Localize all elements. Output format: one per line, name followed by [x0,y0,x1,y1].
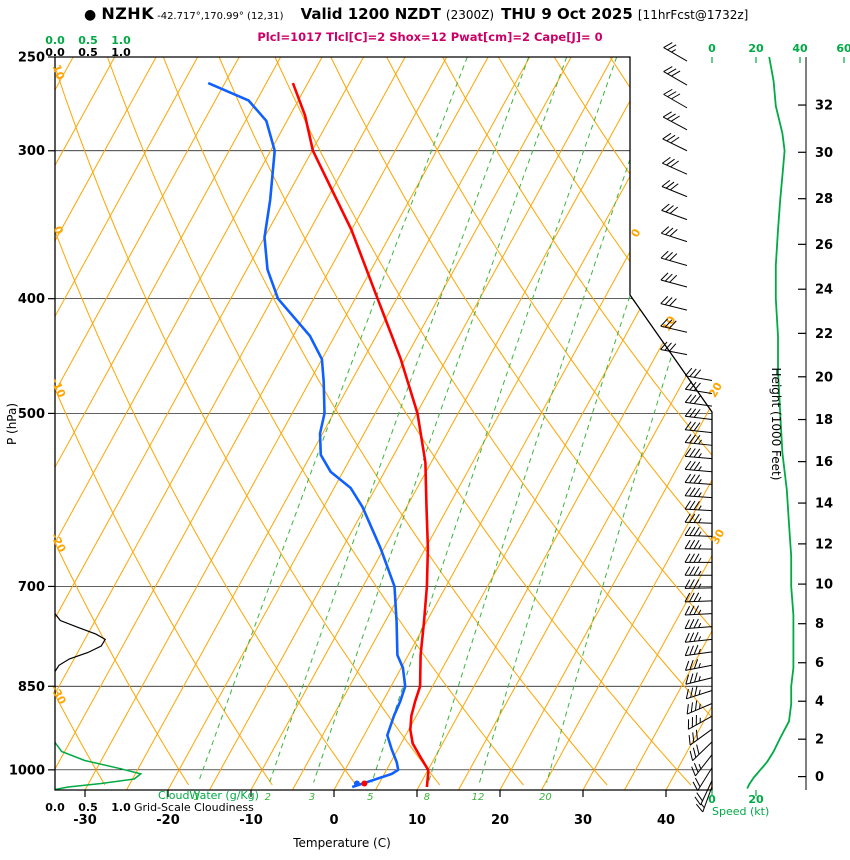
station-bullet-icon: ● [84,7,97,23]
svg-text:20: 20 [748,42,764,55]
lcl-temp-marker [361,780,368,787]
svg-text:18: 18 [815,413,833,428]
svg-text:1.0: 1.0 [111,801,131,814]
svg-text:1000: 1000 [9,763,45,778]
svg-text:Grid-Scale Cloudiness: Grid-Scale Cloudiness [134,801,254,814]
svg-text:0.5: 0.5 [78,801,98,814]
svg-text:16: 16 [815,455,833,470]
svg-text:12: 12 [815,537,833,552]
svg-text:P (hPa): P (hPa) [5,403,19,445]
svg-text:0.0: 0.0 [45,801,65,814]
svg-text:14: 14 [815,497,833,512]
temperature-curve [291,82,430,788]
svg-text:Speed (kt): Speed (kt) [712,805,769,818]
svg-text:-10: -10 [239,813,263,828]
dewpoint-curve [207,81,407,789]
station-coords: -42.717°,170.99° (12,31) [157,11,284,22]
svg-text:32: 32 [815,99,833,114]
svg-text:4: 4 [815,695,824,710]
sounding-curves [207,81,430,789]
valid-zulu: (2300Z) [445,8,495,22]
svg-text:-20: -20 [156,813,180,828]
svg-text:0.5: 0.5 [78,34,98,47]
svg-text:26: 26 [815,238,833,253]
valid-date: THU 9 Oct 2025 [501,5,633,23]
svg-text:60: 60 [836,42,850,55]
svg-text:850: 850 [18,680,45,695]
svg-text:-20: -20 [48,531,69,555]
cloudiness-profile [55,613,107,672]
svg-text:2: 2 [265,792,271,803]
speed-curve [746,56,795,789]
svg-text:0.0: 0.0 [45,34,65,47]
pressure-axis: 250 300 400 500 700 850 1000 P (hPa) [5,51,55,778]
svg-text:28: 28 [815,192,833,207]
svg-text:500: 500 [18,407,45,422]
temperature-axis: -30 -20 -10 0 10 20 30 40 Temperature (C) [73,790,675,850]
station-id: NZHK [101,4,155,23]
svg-text:2: 2 [815,733,824,748]
svg-text:20: 20 [706,380,725,400]
svg-text:0: 0 [708,793,716,806]
svg-text:3: 3 [309,792,315,803]
svg-text:0.0: 0.0 [45,46,65,59]
forecast-info: [11hrFcst@1732z] [637,8,749,22]
svg-text:0: 0 [329,813,338,828]
cloud-profiles [55,613,143,790]
svg-text:-10: -10 [48,376,68,400]
svg-text:20: 20 [491,813,509,828]
svg-text:10: 10 [50,63,67,82]
svg-text:250: 250 [18,51,45,66]
svg-text:40: 40 [792,42,808,55]
svg-text:1.0: 1.0 [111,34,131,47]
svg-text:700: 700 [18,580,45,595]
svg-text:0: 0 [708,42,716,55]
svg-text:CloudWater (g/Kg): CloudWater (g/Kg) [158,789,259,802]
sounding-parameters: Plcl=1017 Tlcl[C]=2 Shox=12 Pwat[cm]=2 C… [257,30,603,44]
svg-text:8: 8 [424,792,430,803]
svg-text:8: 8 [815,617,824,632]
svg-text:30: 30 [815,146,833,161]
svg-text:20: 20 [539,792,552,803]
svg-text:20: 20 [748,793,764,806]
svg-text:300: 300 [18,144,45,159]
plot-border [54,56,713,791]
svg-text:1.0: 1.0 [111,46,131,59]
svg-text:0: 0 [815,770,824,785]
svg-text:Height (1000 Feet): Height (1000 Feet) [769,368,783,481]
svg-text:24: 24 [815,283,833,298]
svg-text:Temperature (C): Temperature (C) [292,836,391,850]
svg-text:20: 20 [815,370,833,385]
valid-time: Valid 1200 NZDT [300,5,441,23]
svg-text:22: 22 [815,327,833,342]
svg-text:0: 0 [628,226,643,239]
svg-text:10: 10 [408,813,426,828]
skewt-grid [55,57,712,790]
svg-text:40: 40 [657,813,675,828]
svg-text:-30: -30 [73,813,97,828]
lcl-dewpoint-marker [353,780,360,787]
svg-text:400: 400 [18,292,45,307]
svg-text:10: 10 [815,578,833,593]
svg-text:30: 30 [574,813,592,828]
cloudwater-profile [55,741,143,790]
chart-title: ● NZHK -42.717°,170.99° (12,31) Valid 120… [84,4,750,23]
svg-text:0.5: 0.5 [78,46,98,59]
svg-text:12: 12 [472,792,485,803]
wind-barbs [660,42,713,813]
svg-text:1: 1 [193,792,199,803]
svg-text:5: 5 [367,792,373,803]
svg-text:6: 6 [815,656,824,671]
